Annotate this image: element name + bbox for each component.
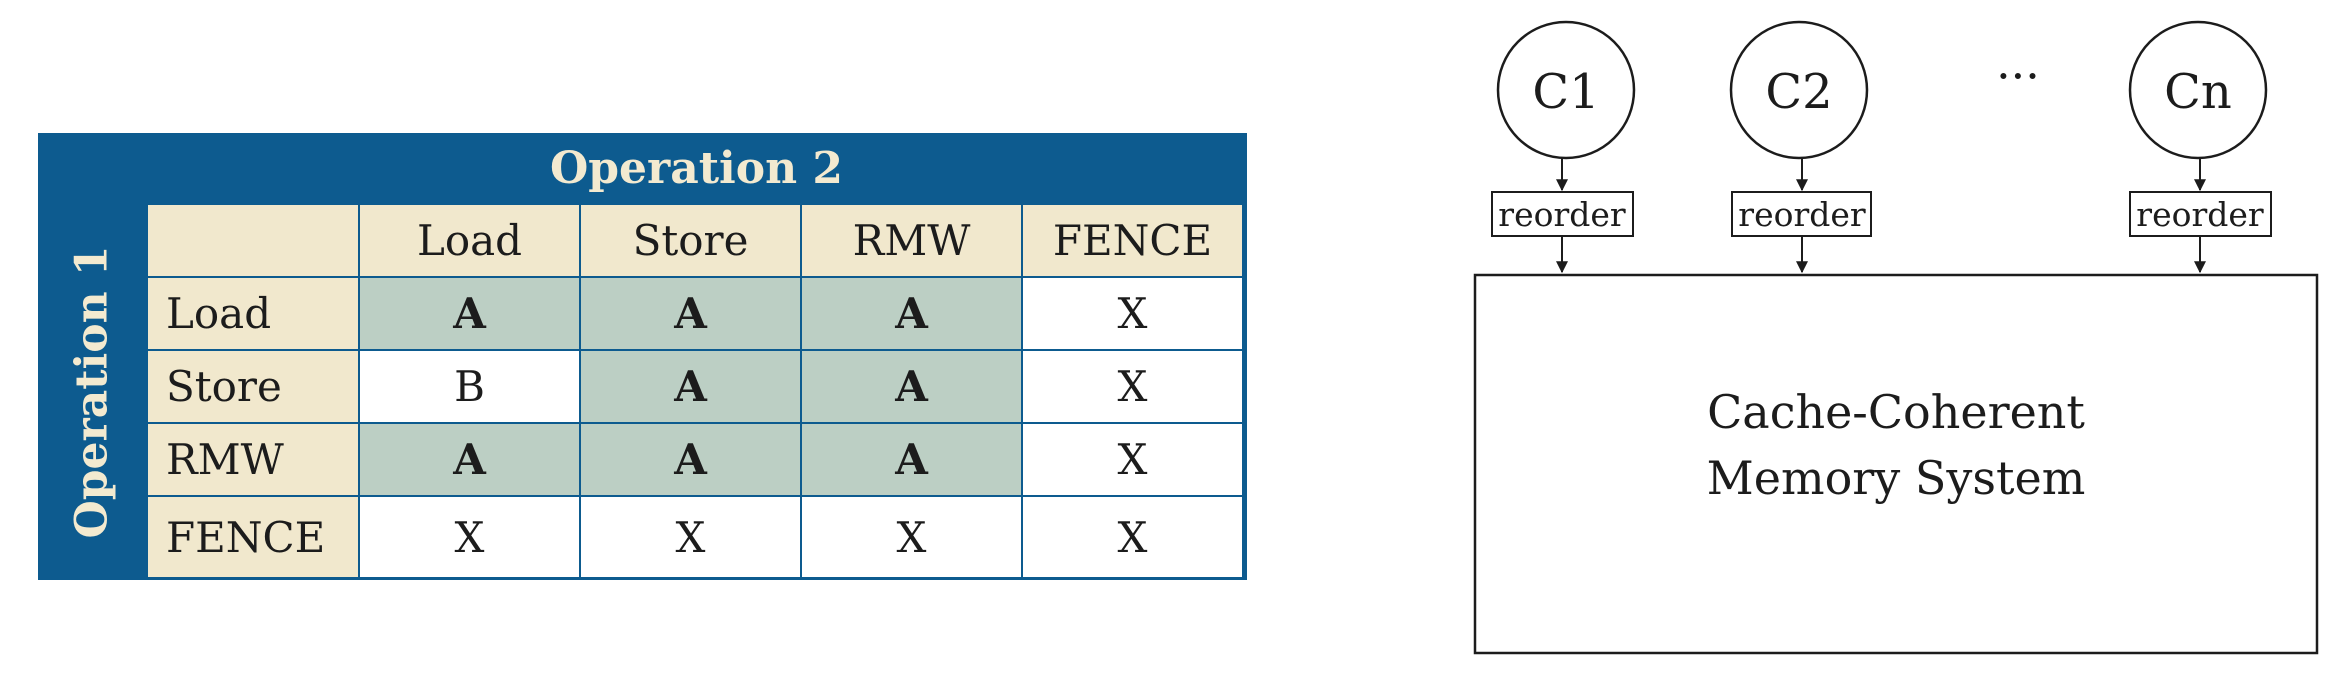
table-cell: A (802, 278, 1021, 349)
table-cell: A (581, 351, 800, 422)
row-header: RMW (148, 424, 358, 495)
row-header: Load (148, 278, 358, 349)
reorder-label: reorder (2136, 195, 2264, 234)
column-header: Store (581, 205, 800, 276)
table-cell: A (360, 424, 579, 495)
core-node (1729, 20, 1869, 160)
reorder-label: reorder (1498, 195, 1626, 234)
ellipsis: ··· (1996, 49, 2040, 103)
table-cell: A (802, 424, 1021, 495)
core-cn: Cn reorder (2128, 20, 2272, 274)
table-cell: X (581, 497, 800, 577)
table-cell: X (1023, 497, 1242, 577)
table-cell: X (1023, 278, 1242, 349)
table-cell: X (1023, 424, 1242, 495)
column-header: FENCE (1023, 205, 1242, 276)
core-node (2128, 20, 2268, 160)
core-label: C1 (1532, 64, 1599, 120)
column-header: RMW (802, 205, 1021, 276)
column-header: Load (360, 205, 579, 276)
core-label: Cn (2164, 64, 2232, 120)
core-c2: C2 reorder (1729, 20, 1872, 274)
row-header: Store (148, 351, 358, 422)
table-cell: A (802, 351, 1021, 422)
order-grid: Load Store RMW FENCE Load A A A X Store … (148, 205, 1242, 577)
operation-2-header: Operation 2 (549, 142, 844, 194)
reorder-buffer (1731, 191, 1872, 237)
corner-cell (148, 205, 358, 276)
reorder-table: Operation 2 Operation 1 Load Store RMW F… (38, 133, 1247, 580)
memory-label-line1: Cache-Coherent (1707, 385, 2085, 439)
memory-label-line2: Memory System (1707, 451, 2086, 505)
memory-system: Cache-Coherent Memory System (1473, 273, 2319, 655)
table-cell: A (581, 424, 800, 495)
reorder-buffer (1491, 191, 1634, 237)
reorder-label: reorder (1738, 195, 1866, 234)
table-cell: X (1023, 351, 1242, 422)
core-node (1496, 20, 1636, 160)
reorder-buffer (2129, 191, 2272, 237)
table-cell: X (802, 497, 1021, 577)
table-cell: X (360, 497, 579, 577)
table-cell: A (581, 278, 800, 349)
table-cell: A (360, 278, 579, 349)
row-header: FENCE (148, 497, 358, 577)
table-cell: B (360, 351, 579, 422)
core-c1: C1 reorder (1491, 20, 1636, 274)
core-label: C2 (1765, 64, 1832, 120)
memory-system-box (1473, 273, 2319, 655)
